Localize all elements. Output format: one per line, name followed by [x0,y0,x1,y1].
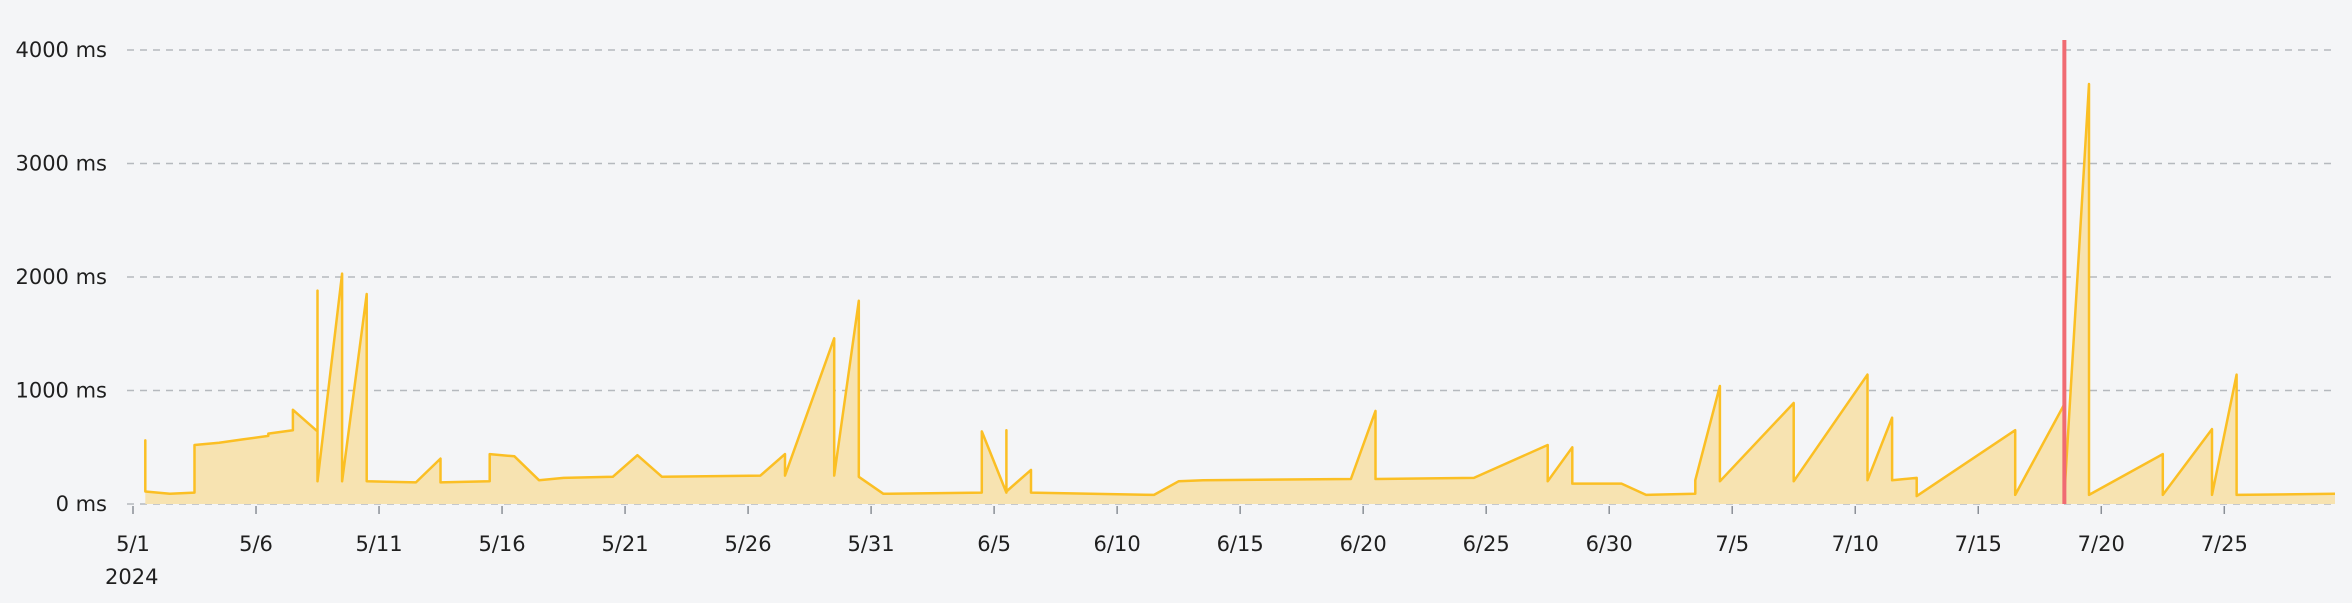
x-tick-label: 5/21 [601,532,648,556]
x-tick-label: 6/30 [1586,532,1633,556]
x-tick-label: 6/15 [1217,532,1264,556]
x-tick-label: 6/25 [1463,532,1510,556]
y-tick-label: 0 ms [56,492,107,516]
x-tick-label: 6/5 [977,532,1011,556]
x-tick-label: 5/31 [848,532,895,556]
year-label: 2024 [105,565,158,589]
y-tick-label: 2000 ms [15,265,107,289]
x-tick-label: 7/25 [2201,532,2248,556]
series-area [145,84,2335,504]
x-tick-label: 7/10 [1832,532,1879,556]
x-tick-label: 5/1 [116,532,150,556]
plot-area [144,82,2336,504]
x-tick-label: 7/20 [2078,532,2125,556]
x-tick-label: 5/11 [355,532,402,556]
x-tick-label: 6/20 [1340,532,1387,556]
y-axis: 0 ms 1000 ms 2000 ms 3000 ms 4000 ms [15,38,107,516]
x-tick-label: 7/15 [1955,532,2002,556]
x-tick-label: 7/5 [1715,532,1749,556]
x-tick-label: 5/6 [239,532,273,556]
gridlines [127,49,2335,505]
y-tick-label: 4000 ms [15,38,107,62]
series-line [144,82,2336,498]
y-tick-label: 3000 ms [15,152,107,176]
x-tick-label: 5/16 [478,532,525,556]
x-tick-label: 5/26 [724,532,771,556]
x-tick-label: 6/10 [1094,532,1141,556]
x-axis: 5/1 5/6 5/11 5/16 5/21 5/26 5/31 6/5 6/10 6/15 6/2… [116,506,2248,556]
y-tick-label: 1000 ms [15,379,107,403]
